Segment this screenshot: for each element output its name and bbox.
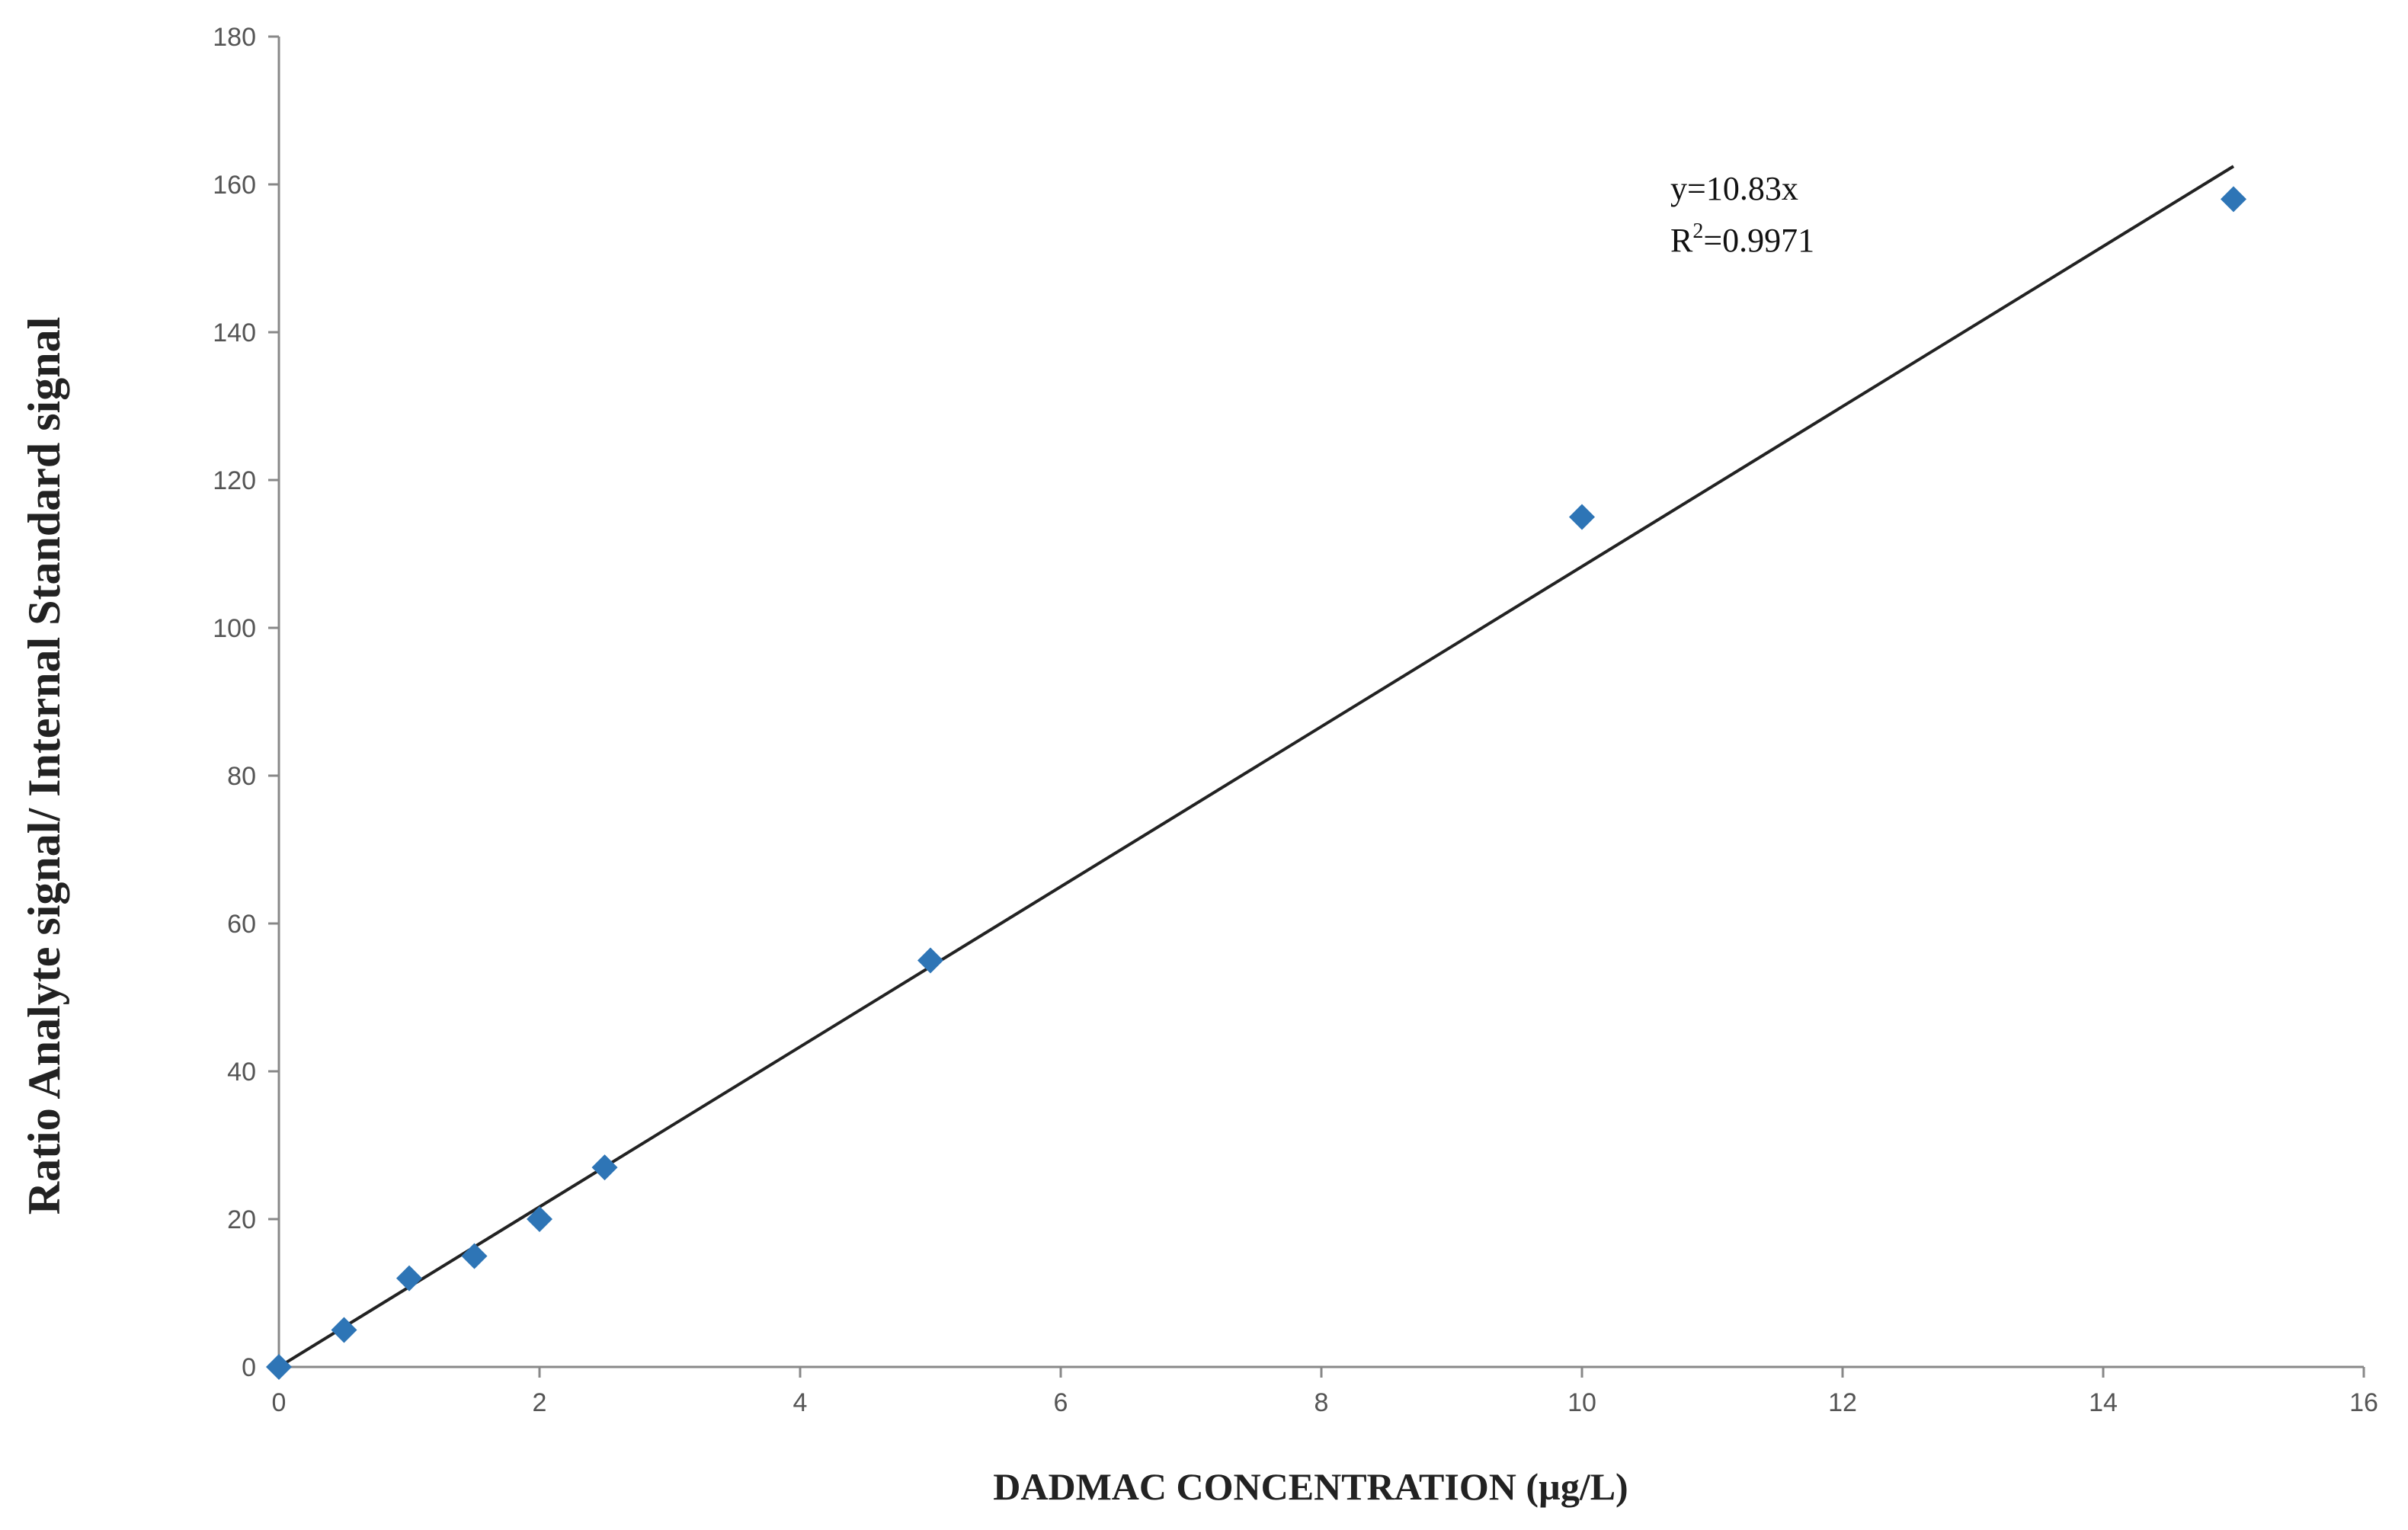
y-tick-label: 60 — [227, 910, 256, 939]
r-squared-label: R2=0.9971 — [1670, 219, 1814, 259]
x-tick-label: 16 — [2349, 1388, 2378, 1417]
y-tick-label: 100 — [213, 614, 256, 643]
x-tick-label: 0 — [272, 1388, 287, 1417]
data-points — [266, 186, 2246, 1380]
y-tick-label: 40 — [227, 1058, 256, 1087]
y-axis-title: Ratio Analyte signal/ Internal Standard … — [19, 317, 69, 1215]
x-tick-label: 12 — [1828, 1388, 1857, 1417]
x-tick-label: 8 — [1314, 1388, 1329, 1417]
y-tick-label: 160 — [213, 171, 256, 200]
axes — [277, 37, 2364, 1368]
data-point — [1569, 504, 1595, 530]
x-tick-label: 2 — [533, 1388, 547, 1417]
y-tick-label: 180 — [213, 23, 256, 52]
x-tick-label: 4 — [793, 1388, 808, 1417]
r-squared-superscript: 2 — [1692, 219, 1703, 243]
r-squared-symbol: R — [1670, 222, 1693, 259]
data-point — [461, 1243, 488, 1269]
data-point — [591, 1154, 618, 1181]
x-tick-label: 14 — [2089, 1388, 2118, 1417]
r-squared-value: =0.9971 — [1703, 222, 1814, 259]
data-point — [331, 1317, 357, 1343]
y-tick-label: 140 — [213, 318, 256, 347]
y-ticks: 0 20 40 60 80 100 120 140 160 180 — [213, 23, 279, 1382]
y-tick-label: 80 — [227, 762, 256, 791]
data-point — [527, 1206, 552, 1232]
trendline — [277, 165, 2235, 1368]
data-point — [266, 1354, 292, 1380]
data-point — [917, 947, 943, 974]
x-axis-title: DADMAC CONCENTRATION (µg/L) — [993, 1465, 1628, 1508]
y-tick-label: 20 — [227, 1205, 256, 1234]
y-tick-label: 120 — [213, 466, 256, 495]
x-ticks: 0 2 4 6 8 10 12 14 16 — [272, 1367, 2378, 1417]
trendline-equation: y=10.83x — [1670, 170, 1798, 207]
y-tick-label: 0 — [242, 1353, 256, 1382]
x-tick-label: 10 — [1567, 1388, 1596, 1417]
data-point — [2221, 186, 2246, 213]
data-point — [396, 1265, 422, 1292]
x-tick-label: 6 — [1054, 1388, 1068, 1417]
